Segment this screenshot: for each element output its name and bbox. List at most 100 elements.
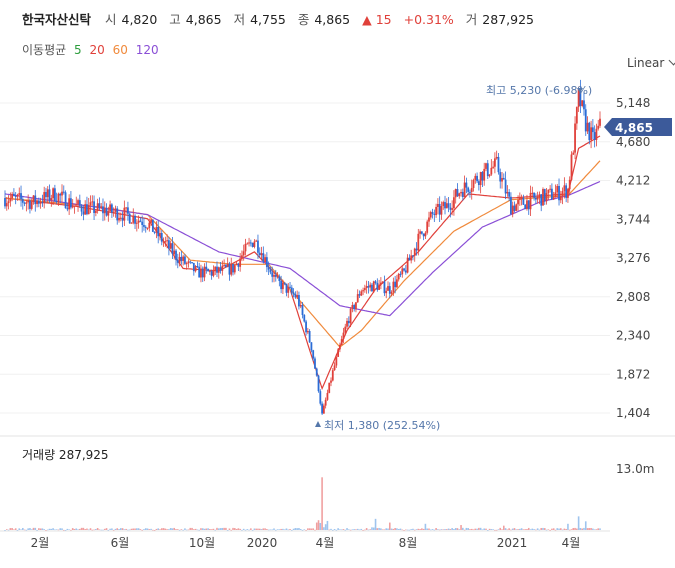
volume-bar bbox=[64, 529, 67, 531]
candle-body bbox=[241, 255, 243, 259]
volume-bar bbox=[301, 529, 304, 531]
volume-bar bbox=[531, 528, 534, 530]
candle-body bbox=[447, 203, 450, 208]
candle-body bbox=[269, 269, 272, 273]
volume-bar bbox=[383, 529, 386, 531]
candle-body bbox=[522, 197, 525, 205]
candle-body bbox=[100, 206, 103, 208]
candle-body bbox=[381, 281, 384, 283]
volume-bar bbox=[103, 528, 106, 530]
volume-bar bbox=[371, 527, 373, 530]
candle-body bbox=[57, 193, 60, 203]
volume-bar bbox=[552, 528, 555, 530]
candle-body bbox=[86, 204, 88, 215]
volume-bar bbox=[210, 529, 213, 530]
volume-bar bbox=[27, 528, 29, 530]
candle-body bbox=[520, 197, 523, 199]
candle-body bbox=[387, 286, 389, 291]
volume-bar bbox=[55, 529, 58, 531]
volume-bar bbox=[57, 529, 60, 531]
volume-bar bbox=[70, 529, 72, 531]
candle-body bbox=[280, 281, 283, 290]
candle-body bbox=[584, 109, 587, 132]
x-tick-label: 8월 bbox=[399, 536, 418, 550]
volume-bar bbox=[68, 529, 70, 531]
candle-body bbox=[135, 222, 138, 224]
volume-bar bbox=[207, 528, 209, 530]
volume-bar bbox=[102, 529, 104, 531]
volume-bar bbox=[11, 528, 13, 530]
candle-body bbox=[476, 175, 478, 182]
candle-body bbox=[574, 123, 576, 153]
candle-body bbox=[504, 179, 507, 194]
volume-bar bbox=[291, 529, 293, 531]
volume-bar bbox=[513, 528, 516, 530]
volume-bar bbox=[408, 529, 411, 531]
high-marker-icon bbox=[577, 88, 583, 93]
volume-bar bbox=[417, 528, 420, 530]
candle-body bbox=[420, 231, 423, 234]
volume-bar bbox=[492, 529, 494, 530]
volume-bar bbox=[22, 527, 24, 530]
candle-body bbox=[431, 212, 434, 214]
candle-body bbox=[317, 375, 320, 392]
volume-bar bbox=[162, 528, 165, 530]
volume-bar bbox=[223, 527, 225, 530]
volume-bar bbox=[474, 528, 477, 530]
candle-body bbox=[114, 208, 117, 212]
candle-body bbox=[570, 154, 573, 180]
volume-bar bbox=[342, 529, 345, 530]
candle-body bbox=[506, 192, 509, 194]
volume-bar bbox=[46, 529, 49, 531]
volume-bar bbox=[95, 529, 97, 530]
volume-bar bbox=[355, 529, 357, 530]
candle-body bbox=[45, 192, 47, 198]
candle-body bbox=[540, 194, 543, 206]
candle-body bbox=[18, 193, 21, 195]
candle-body bbox=[595, 128, 598, 141]
low-marker-icon bbox=[315, 421, 321, 427]
moving-average-line bbox=[4, 160, 601, 348]
volume-bar bbox=[294, 528, 297, 530]
volume-bar bbox=[144, 528, 147, 530]
candle-body bbox=[233, 265, 236, 273]
candle-body bbox=[581, 100, 584, 106]
candle-body bbox=[376, 282, 379, 290]
candle-body bbox=[575, 107, 578, 124]
candle-body bbox=[492, 166, 495, 168]
volume-bar bbox=[116, 528, 119, 530]
volume-bar bbox=[264, 528, 266, 530]
candle-body bbox=[502, 177, 505, 180]
volume-bar bbox=[86, 528, 88, 530]
candle-body bbox=[203, 266, 206, 278]
volume-bar bbox=[356, 528, 359, 530]
high-value: 4,865 bbox=[185, 12, 222, 27]
current-price-label: 4,865 bbox=[615, 121, 653, 135]
volume-bar bbox=[273, 528, 275, 530]
volume-bar bbox=[239, 528, 241, 530]
candle-body bbox=[390, 292, 393, 294]
candle-body bbox=[27, 200, 30, 203]
candle-body bbox=[422, 233, 425, 237]
volume-bar bbox=[419, 529, 421, 530]
candle-body bbox=[77, 200, 79, 205]
volume-bar bbox=[469, 529, 471, 530]
candle-body bbox=[48, 189, 51, 201]
candle-body bbox=[483, 168, 486, 181]
candle-body bbox=[298, 295, 300, 307]
volume-bar bbox=[150, 528, 152, 530]
volume-bar bbox=[41, 528, 44, 530]
candle-body bbox=[392, 281, 395, 293]
volume-bar bbox=[225, 527, 227, 530]
volume-bar bbox=[481, 529, 484, 531]
candle-body bbox=[127, 207, 129, 214]
y-tick-label: 3,276 bbox=[616, 251, 650, 265]
volume-bar bbox=[463, 529, 466, 531]
volume-bar bbox=[504, 528, 507, 530]
candle-body bbox=[212, 270, 215, 276]
volume-bar bbox=[331, 529, 334, 531]
scale-toggle[interactable]: Linear bbox=[627, 55, 675, 70]
volume-bar bbox=[567, 523, 569, 530]
candle-body bbox=[565, 185, 568, 198]
